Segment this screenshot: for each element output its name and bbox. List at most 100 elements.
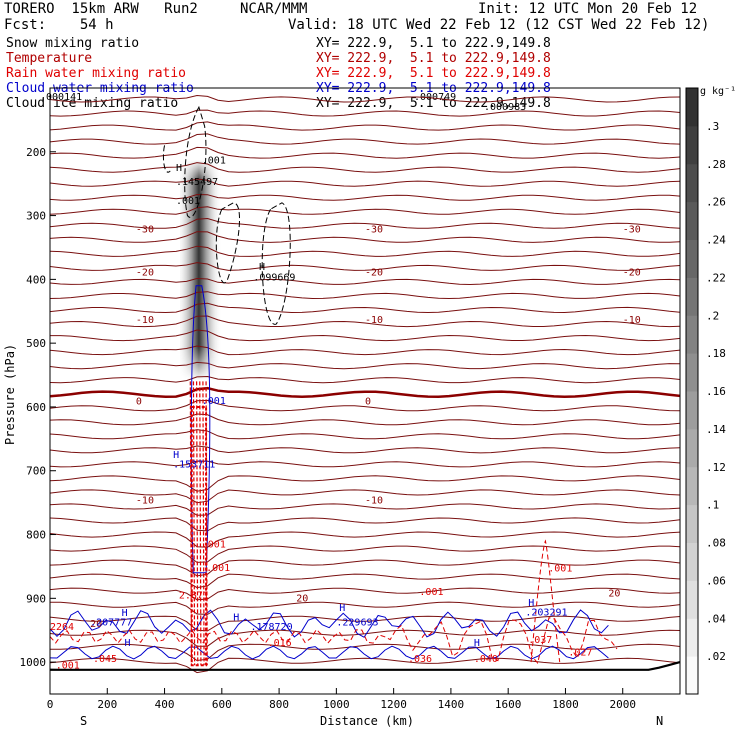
rain-label: .040 bbox=[474, 654, 498, 665]
plot-frame bbox=[49, 87, 681, 695]
colorbar-swatch bbox=[686, 163, 698, 203]
x-tick-label: 600 bbox=[212, 698, 232, 711]
x-tick-label: 200 bbox=[97, 698, 117, 711]
colorbar-swatch bbox=[686, 580, 698, 619]
cloud-water-h: H bbox=[173, 450, 179, 461]
y-axis-title: Pressure (hPa) bbox=[3, 344, 17, 445]
forecast-hour: Fcst: 54 h bbox=[4, 17, 114, 33]
y-tick-label: 200 bbox=[26, 146, 46, 159]
colorbar-swatch bbox=[686, 428, 698, 468]
temp-label: -20 bbox=[623, 268, 641, 279]
rain-contours bbox=[49, 381, 618, 667]
temperature-isotherm bbox=[49, 345, 681, 356]
colorbar-swatch bbox=[686, 239, 698, 278]
colorbar-tick: .26 bbox=[706, 196, 726, 209]
y-tick-label: 600 bbox=[26, 401, 46, 414]
colorbar-swatch bbox=[686, 88, 698, 127]
colorbar-swatch bbox=[686, 466, 698, 506]
temperature-isotherm bbox=[49, 475, 681, 492]
temp-label-20c: 20 bbox=[90, 619, 102, 630]
colorbar-frame bbox=[685, 87, 699, 695]
rain-contour bbox=[196, 381, 199, 666]
colorbar-tick: .24 bbox=[706, 234, 726, 247]
temperature-isotherm bbox=[49, 587, 681, 601]
y-tick-label: 500 bbox=[26, 337, 46, 350]
colorbar: .02 .04 .06 .08 .1 .12 .14 .16 .18 .2 .22 .24 .26 .28… bbox=[685, 86, 736, 695]
legend-snow: Snow mixing ratio bbox=[6, 36, 140, 51]
rain-contour bbox=[199, 381, 202, 666]
temperature-isotherm bbox=[49, 146, 681, 159]
legend-rain-xy: XY= 222.9, 5.1 to 222.9,149.8 bbox=[316, 66, 551, 81]
temp-label: -20 bbox=[136, 268, 154, 279]
colorbar-swatch bbox=[686, 542, 698, 581]
temperature-isotherm bbox=[49, 231, 681, 243]
x-tick-label: 1400 bbox=[438, 698, 465, 711]
temperature-isotherm bbox=[49, 489, 681, 504]
temperature-isotherm bbox=[49, 503, 681, 516]
snow-h-2: H bbox=[259, 262, 265, 273]
temperature-isotherm bbox=[49, 277, 681, 286]
cloud-water-label: .229693 bbox=[336, 618, 378, 629]
snow-label: .001 bbox=[176, 196, 200, 207]
temperature-isotherm bbox=[49, 601, 681, 615]
temperature-isotherm bbox=[49, 399, 681, 412]
temp-label: -10 bbox=[623, 315, 641, 326]
temp-label: -10 bbox=[365, 315, 383, 326]
temperature-isotherm bbox=[49, 375, 681, 384]
snow-h-1: H bbox=[176, 163, 182, 174]
axes: 0 200 400 600 800 1000 1200 1400 1600 1800 2000200… bbox=[20, 87, 681, 711]
temperature-isotherm bbox=[49, 559, 681, 577]
temperature-isotherm bbox=[49, 217, 681, 229]
temperature-isotherm bbox=[49, 517, 681, 532]
rain-label: .027 bbox=[568, 648, 592, 659]
temperature-isotherm bbox=[49, 162, 681, 173]
temp-label: -10 bbox=[136, 315, 154, 326]
legend-cloud-ice-xy: XY= 222.9, 5.1 to 222.9,149.8 bbox=[316, 96, 551, 111]
temperature-isotherm bbox=[49, 109, 681, 117]
x-tick-label: 1000 bbox=[323, 698, 350, 711]
colorbar-tick: .22 bbox=[706, 271, 726, 284]
cloud-water-h: H bbox=[124, 638, 130, 649]
y-tick-label: 900 bbox=[26, 592, 46, 605]
x-end-right: N bbox=[656, 714, 663, 728]
cloud-water-h: H bbox=[528, 598, 534, 609]
x-tick-label: 0 bbox=[47, 698, 54, 711]
snow-contour bbox=[215, 202, 241, 284]
x-axis-title: Distance (km) bbox=[320, 714, 414, 728]
cloud-water-label: .207777 bbox=[90, 618, 132, 629]
cloud-water-h: H bbox=[339, 603, 345, 614]
temp-label: 0 bbox=[136, 397, 142, 408]
cloud-water-h: H bbox=[474, 638, 480, 649]
ground-surface bbox=[49, 661, 681, 671]
rain-label: .001 bbox=[56, 660, 80, 671]
y-tick-label: 300 bbox=[26, 210, 46, 223]
temperature-isotherm bbox=[49, 531, 681, 548]
overlap-label-3: .000983 bbox=[484, 102, 527, 113]
rain-contour bbox=[530, 539, 561, 663]
temperature-contours bbox=[49, 94, 681, 674]
cloud-water-label: .178720 bbox=[250, 622, 292, 633]
rain-core bbox=[190, 405, 208, 667]
snow-contour bbox=[184, 105, 207, 218]
rain-label: .001 bbox=[548, 564, 572, 575]
colorbar-swatch bbox=[686, 391, 698, 430]
temp-label-20: 20 bbox=[296, 594, 308, 605]
rain-label: .001 bbox=[206, 563, 230, 574]
x-end-left: S bbox=[80, 714, 87, 728]
colorbar-tick: .04 bbox=[706, 612, 726, 625]
rain-label: .001 bbox=[419, 587, 443, 598]
colorbar-tick: .1 bbox=[706, 499, 719, 512]
temperature-isotherm bbox=[49, 445, 681, 454]
temperature-isotherm bbox=[49, 460, 681, 468]
colorbar-swatch bbox=[686, 656, 698, 695]
cloud-water-label: .203291 bbox=[525, 608, 567, 619]
cloud-water-contour bbox=[49, 609, 609, 638]
temperature-isotherm bbox=[49, 629, 681, 647]
contour-labels: -30 -30 -30 -20 -20 -20 -10 -10 -10 0 0 -10 -10 20 20 2… bbox=[50, 155, 641, 671]
legend-snow-xy: XY= 222.9, 5.1 to 222.9,149.8 bbox=[316, 36, 551, 51]
rain-label: .016 bbox=[268, 638, 292, 649]
legend-cloud-ice: Cloud ice mixing ratio bbox=[6, 96, 179, 111]
overlap-label-1: .000141 bbox=[40, 92, 83, 103]
x-tick-label: 400 bbox=[155, 698, 175, 711]
init-time: Init: 12 UTC Mon 20 Feb 12 bbox=[478, 1, 698, 17]
